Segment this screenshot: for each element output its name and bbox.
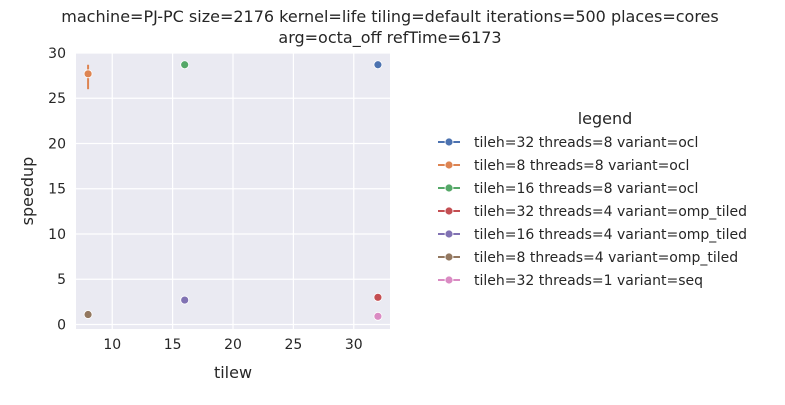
legend-marker bbox=[444, 160, 454, 170]
y-tick-label: 5 bbox=[57, 272, 66, 288]
y-tick-label: 30 bbox=[48, 46, 66, 62]
legend-marker bbox=[444, 183, 454, 193]
x-tick-label: 20 bbox=[224, 337, 242, 353]
legend-item: tileh=32 threads=8 variant=ocl bbox=[438, 135, 698, 151]
legend-marker bbox=[444, 206, 454, 216]
legend-label: tileh=8 threads=4 variant=omp_tiled bbox=[474, 250, 738, 266]
legend-marker bbox=[444, 252, 454, 262]
legend-marker bbox=[444, 229, 454, 239]
x-tick-label: 30 bbox=[345, 337, 363, 353]
legend: legend tileh=32 threads=8 variant=ocl til… bbox=[438, 109, 747, 289]
legend-label: tileh=32 threads=4 variant=omp_tiled bbox=[474, 204, 747, 220]
x-tick-labels: 10 15 20 25 30 bbox=[103, 337, 362, 353]
y-tick-label: 0 bbox=[57, 317, 66, 333]
y-axis-label: speedup bbox=[18, 157, 37, 226]
data-point bbox=[83, 69, 93, 79]
chart-title-line1: machine=PJ-PC size=2176 kernel=life tili… bbox=[61, 7, 718, 26]
legend-item: tileh=16 threads=8 variant=ocl bbox=[438, 181, 698, 197]
x-tick-label: 15 bbox=[164, 337, 182, 353]
data-point bbox=[180, 295, 190, 305]
y-tick-labels: 0 5 10 15 20 25 30 bbox=[48, 46, 66, 333]
legend-label: tileh=16 threads=8 variant=ocl bbox=[474, 181, 698, 197]
legend-item: tileh=32 threads=4 variant=omp_tiled bbox=[438, 204, 747, 220]
legend-item: tileh=32 threads=1 variant=seq bbox=[438, 273, 703, 289]
legend-marker bbox=[444, 137, 454, 147]
data-point bbox=[180, 60, 190, 70]
legend-label: tileh=8 threads=8 variant=ocl bbox=[474, 158, 689, 174]
legend-item: tileh=16 threads=4 variant=omp_tiled bbox=[438, 227, 747, 243]
x-tick-label: 25 bbox=[284, 337, 302, 353]
legend-item: tileh=8 threads=4 variant=omp_tiled bbox=[438, 250, 738, 266]
x-tick-label: 10 bbox=[103, 337, 121, 353]
x-axis-label: tilew bbox=[214, 363, 252, 382]
data-points bbox=[83, 60, 383, 321]
data-point bbox=[373, 60, 383, 70]
legend-marker bbox=[444, 275, 454, 285]
y-tick-label: 20 bbox=[48, 136, 66, 152]
y-tick-label: 25 bbox=[48, 91, 66, 107]
legend-item: tileh=8 threads=8 variant=ocl bbox=[438, 158, 689, 174]
legend-label: tileh=32 threads=1 variant=seq bbox=[474, 273, 703, 289]
legend-title: legend bbox=[578, 109, 633, 128]
data-point bbox=[373, 292, 383, 302]
grid bbox=[76, 52, 390, 329]
legend-label: tileh=32 threads=8 variant=ocl bbox=[474, 135, 698, 151]
data-point bbox=[83, 310, 93, 319]
legend-label: tileh=16 threads=4 variant=omp_tiled bbox=[474, 227, 747, 243]
data-point bbox=[373, 311, 383, 321]
chart-title-line2: arg=octa_off refTime=6173 bbox=[278, 28, 501, 48]
y-tick-label: 15 bbox=[48, 182, 66, 198]
y-tick-label: 10 bbox=[48, 227, 66, 243]
